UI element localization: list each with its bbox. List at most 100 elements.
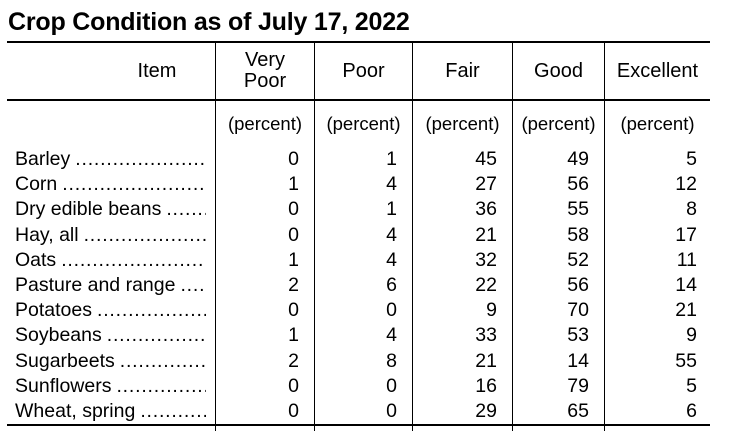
item-cell: Barley — [7, 147, 216, 173]
dot-leader — [97, 299, 206, 322]
value-good: 49 — [513, 147, 605, 173]
value-poor: 0 — [315, 398, 413, 425]
value-fair: 9 — [413, 298, 513, 324]
value-poor: 4 — [315, 247, 413, 273]
value-excellent: 11 — [676, 248, 697, 271]
crop-condition-table: Item Very Poor Poor Fair Good Excellent … — [7, 41, 710, 432]
dot-leader — [75, 148, 206, 171]
table-row: Oats 1 4 32 52 11 — [7, 247, 710, 273]
col-header-poor-label: Poor — [342, 59, 385, 82]
col-header-excellent: Excellent — [605, 43, 710, 99]
dot-leader — [120, 350, 206, 373]
value-excellent: 8 — [686, 198, 697, 221]
col-header-excellent-label: Excellent — [616, 59, 699, 82]
col-header-item-label: Item — [137, 59, 177, 82]
value-excellent: 9 — [686, 324, 697, 347]
col-header-very-poor-label: Very Poor — [243, 49, 287, 92]
value-fair: 36 — [413, 197, 513, 223]
value-good: 65 — [513, 398, 605, 425]
value-fair: 21 — [413, 348, 513, 374]
item-label: Barley — [15, 148, 71, 171]
item-label: Wheat, spring — [15, 399, 136, 422]
table-header-row: Item Very Poor Poor Fair Good Excellent — [7, 43, 710, 101]
dot-leader — [62, 173, 206, 196]
dot-leader — [116, 375, 206, 398]
unit-cell-fair: (percent) — [413, 101, 513, 147]
value-excellent: 14 — [675, 274, 697, 297]
item-cell: Soybeans — [7, 323, 216, 349]
item-cell: Pasture and range — [7, 272, 216, 299]
value-very-poor: 0 — [216, 147, 315, 173]
value-very-poor: 2 — [216, 348, 315, 374]
table-row: Sugarbeets 2 8 21 14 55 — [7, 348, 710, 374]
bottom-rule-stub-row — [7, 424, 710, 432]
dot-leader — [180, 274, 206, 297]
value-excellent: 5 — [686, 374, 697, 397]
table-row: Soybeans 1 4 33 53 9 — [7, 323, 710, 349]
item-cell: Sunflowers — [7, 373, 216, 399]
item-label: Soybeans — [15, 324, 102, 347]
table-row: Sunflowers 0 0 16 79 5 — [7, 373, 710, 399]
table-row: Hay, all 0 4 21 58 17 — [7, 222, 710, 248]
table-row: Corn 1 4 27 56 12 — [7, 172, 710, 198]
value-fair: 22 — [413, 272, 513, 299]
unit-row: (percent) (percent) (percent) (percent) … — [7, 101, 710, 147]
value-poor: 4 — [315, 222, 413, 248]
item-label: Sugarbeets — [15, 349, 115, 372]
value-poor: 8 — [315, 348, 413, 374]
dot-leader — [107, 324, 206, 347]
table-row: Pasture and range 2 6 22 56 14 — [7, 272, 710, 299]
value-very-poor: 2 — [216, 272, 315, 299]
value-good: 70 — [513, 298, 605, 324]
item-label: Potatoes — [15, 299, 92, 322]
unit-cell-good: (percent) — [513, 101, 605, 147]
table-row: Potatoes 0 0 9 70 21 — [7, 298, 710, 324]
value-good: 55 — [513, 197, 605, 223]
item-cell: Hay, all — [7, 222, 216, 248]
col-header-item: Item — [7, 43, 216, 99]
value-good: 14 — [513, 348, 605, 374]
value-good: 56 — [513, 172, 605, 198]
item-cell: Sugarbeets — [7, 348, 216, 374]
item-label: Corn — [15, 173, 58, 196]
dot-leader — [166, 198, 206, 221]
table-row: Barley 0 1 45 49 5 — [7, 147, 710, 173]
value-good: 79 — [513, 373, 605, 399]
col-header-very-poor: Very Poor — [216, 43, 315, 99]
value-very-poor: 0 — [216, 298, 315, 324]
col-header-poor: Poor — [315, 43, 413, 99]
item-cell: Wheat, spring — [7, 398, 216, 425]
value-poor: 6 — [315, 272, 413, 299]
value-excellent: 12 — [675, 173, 697, 196]
item-cell: Potatoes — [7, 298, 216, 324]
item-label: Oats — [15, 248, 57, 271]
col-header-fair: Fair — [413, 43, 513, 99]
value-fair: 33 — [413, 323, 513, 349]
col-header-good: Good — [513, 43, 605, 99]
value-poor: 1 — [315, 197, 413, 223]
value-fair: 45 — [413, 147, 513, 173]
value-excellent: 55 — [675, 349, 697, 372]
value-fair: 21 — [413, 222, 513, 248]
unit-cell-poor: (percent) — [315, 101, 413, 147]
item-label: Sunflowers — [15, 374, 112, 397]
value-poor: 0 — [315, 373, 413, 399]
item-cell: Dry edible beans — [7, 197, 216, 223]
col-header-fair-label: Fair — [445, 59, 480, 82]
value-very-poor: 1 — [216, 247, 315, 273]
value-excellent: 21 — [675, 299, 697, 322]
value-very-poor: 0 — [216, 222, 315, 248]
item-label: Hay, all — [15, 223, 79, 246]
item-label: Dry edible beans — [15, 198, 162, 221]
dot-leader — [140, 400, 206, 423]
value-fair: 32 — [413, 247, 513, 273]
value-poor: 4 — [315, 323, 413, 349]
value-poor: 1 — [315, 147, 413, 173]
dot-leader — [61, 249, 206, 272]
item-cell: Corn — [7, 172, 216, 198]
value-fair: 29 — [413, 398, 513, 425]
crop-condition-report: Crop Condition as of July 17, 2022 Item … — [0, 7, 731, 432]
col-header-good-label: Good — [534, 59, 583, 82]
value-very-poor: 0 — [216, 398, 315, 425]
dot-leader — [84, 224, 206, 247]
